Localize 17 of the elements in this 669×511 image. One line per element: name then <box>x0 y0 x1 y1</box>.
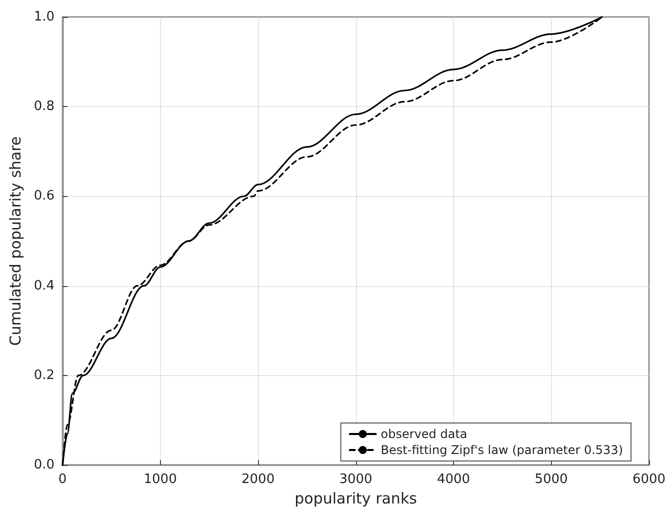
x-tick-label: 5000 <box>534 472 568 488</box>
x-tick-label: 1000 <box>144 472 177 488</box>
x-tick-label: 0 <box>58 472 67 488</box>
legend-label: Best-fitting Zipf's law (parameter 0.533) <box>380 443 623 457</box>
y-tick-label: 0.0 <box>34 458 55 473</box>
x-tick-label: 2000 <box>242 472 275 488</box>
legend-label: observed data <box>380 427 468 441</box>
y-axis-title: Cumulated popularity share <box>6 136 24 346</box>
x-tick-label: 3000 <box>339 472 372 488</box>
x-axis-title: popularity ranks <box>294 490 418 508</box>
y-tick-label: 1.0 <box>34 10 55 24</box>
y-tick-label: 0.2 <box>34 368 55 383</box>
x-tick-label: 6000 <box>632 472 666 488</box>
y-tick-label: 0.8 <box>34 99 55 114</box>
y-tick-label: 0.4 <box>34 278 55 294</box>
x-tick-label: 4000 <box>436 472 470 488</box>
y-tick-label: 0.6 <box>34 188 55 204</box>
